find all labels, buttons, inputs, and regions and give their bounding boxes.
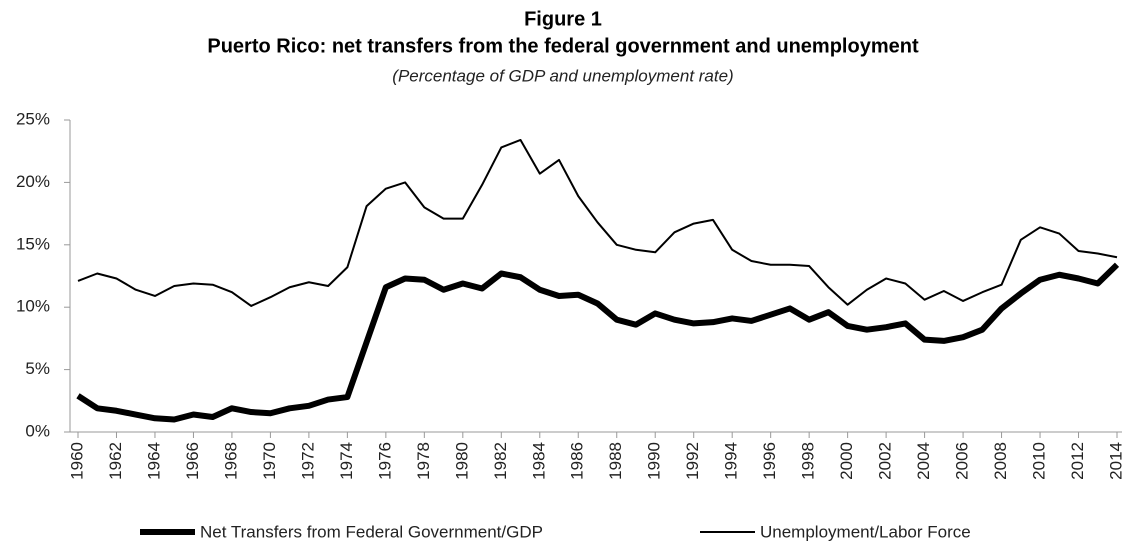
x-tick-label: 1960 [67,442,86,480]
chart-subtitle: Puerto Rico: net transfers from the fede… [207,35,919,57]
x-tick-label: 1964 [144,442,163,480]
x-tick-label: 1998 [799,442,818,480]
x-tick-label: 1976 [375,442,394,480]
x-tick-label: 1978 [414,442,433,480]
chart-note: (Percentage of GDP and unemployment rate… [392,66,733,85]
y-tick-label: 10% [16,297,50,316]
legend-label: Net Transfers from Federal Government/GD… [200,522,543,541]
series-line [76,262,1120,423]
x-tick-label: 1968 [221,442,240,480]
x-tick-label: 1970 [260,442,279,480]
x-tick-label: 1994 [722,442,741,480]
x-tick-label: 2010 [1030,442,1049,480]
legend-label: Unemployment/Labor Force [760,522,971,541]
x-tick-label: 1972 [298,442,317,480]
x-tick-label: 2000 [837,442,856,480]
series-line [77,138,1118,307]
x-tick-label: 2004 [914,442,933,480]
x-tick-label: 1986 [568,442,587,480]
x-tick-label: 2002 [876,442,895,480]
x-tick-label: 1962 [106,442,125,480]
y-tick-label: 15% [16,234,50,253]
y-tick-label: 0% [25,421,50,440]
x-tick-label: 1982 [491,442,510,480]
x-tick-label: 2008 [991,442,1010,480]
x-tick-label: 2006 [953,442,972,480]
x-tick-label: 1980 [452,442,471,480]
x-tick-label: 1984 [529,442,548,480]
x-tick-label: 1992 [683,442,702,480]
x-tick-label: 2014 [1106,442,1125,480]
x-tick-label: 1974 [337,442,356,480]
x-tick-label: 1966 [183,442,202,480]
y-tick-label: 25% [16,109,50,128]
y-tick-label: 20% [16,172,50,191]
x-tick-label: 1996 [760,442,779,480]
x-tick-label: 1988 [606,442,625,480]
y-tick-label: 5% [25,359,50,378]
x-tick-label: 1990 [645,442,664,480]
chart-title: Figure 1 [524,8,602,30]
x-tick-label: 2012 [1068,442,1087,480]
